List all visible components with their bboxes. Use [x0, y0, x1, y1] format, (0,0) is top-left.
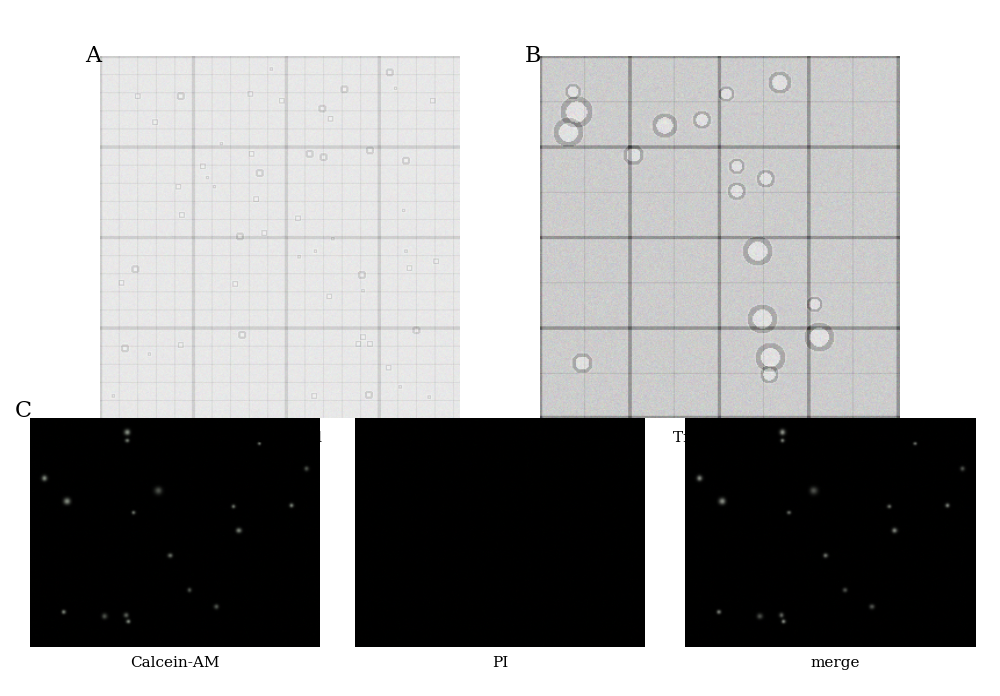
Text: A: A [85, 45, 101, 68]
Text: PI: PI [492, 656, 508, 670]
Text: Calcein-AM: Calcein-AM [130, 656, 220, 670]
Text: B: B [525, 45, 541, 68]
Text: Trypan Blue: Trypan Blue [673, 431, 767, 445]
Text: Single Cell: Single Cell [238, 431, 322, 445]
Text: C: C [15, 400, 32, 422]
Text: merge: merge [810, 656, 860, 670]
